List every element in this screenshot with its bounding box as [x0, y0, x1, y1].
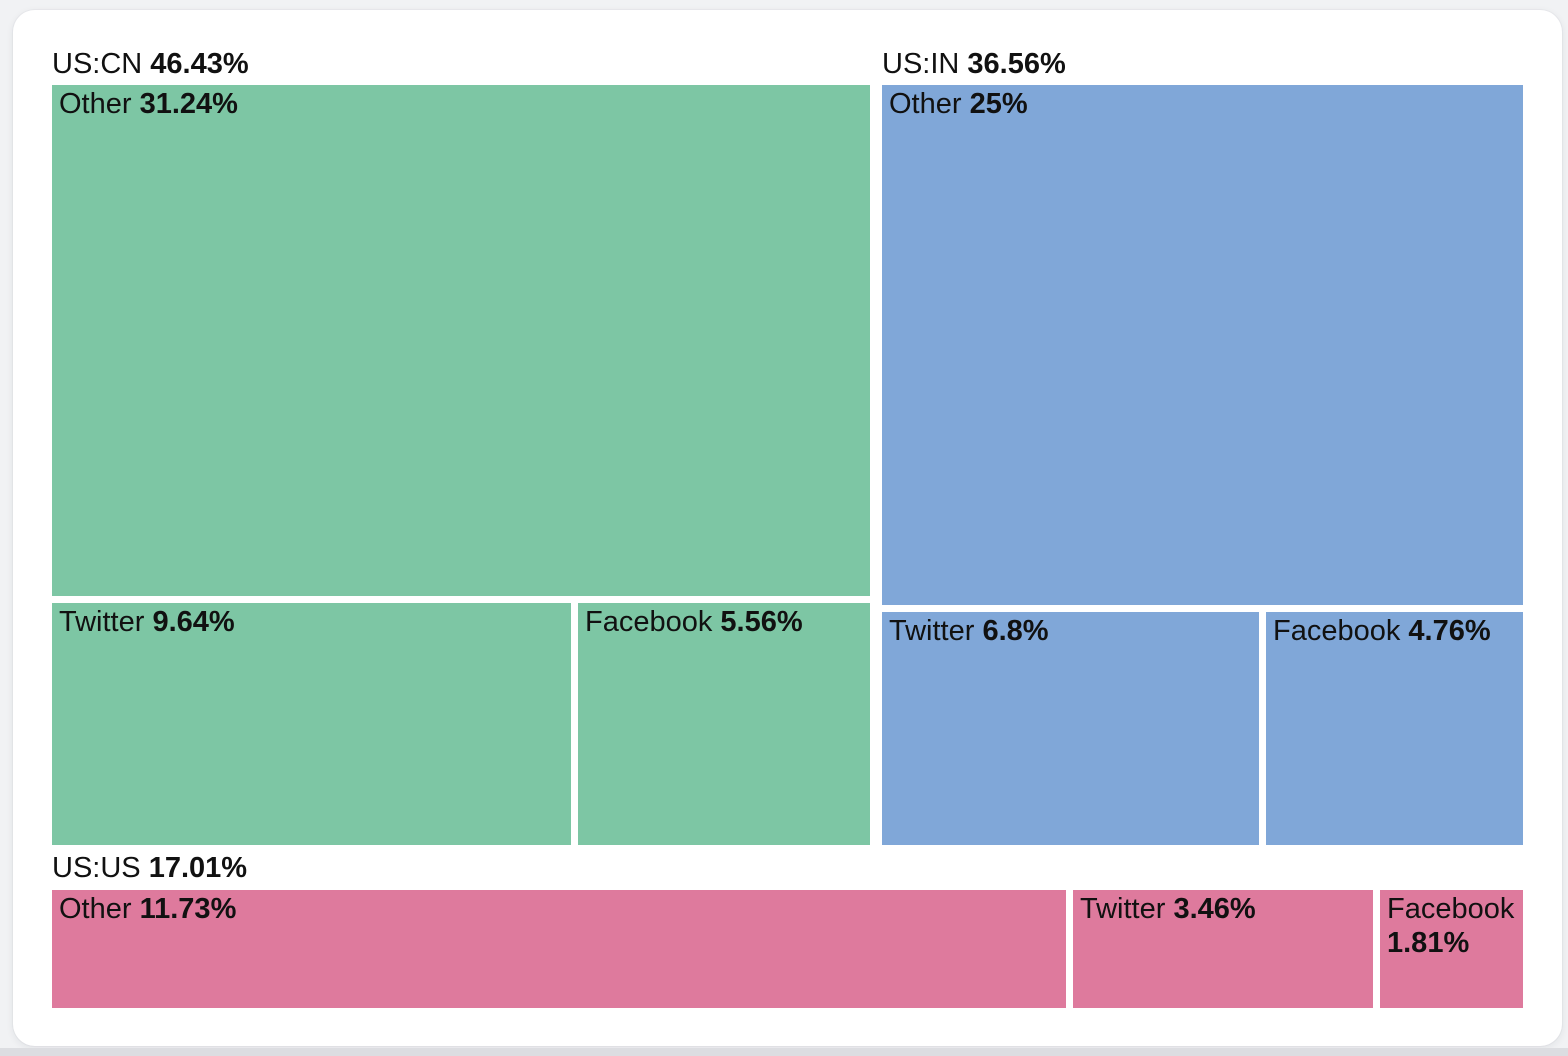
cell-value: 6.8%	[982, 615, 1049, 647]
cell-value: 11.73%	[139, 893, 237, 925]
cell-label: Facebook 5.56%	[578, 603, 870, 640]
cell-name: Facebook	[1273, 615, 1401, 647]
group-label: US:CN	[52, 48, 143, 80]
group-label: US:IN	[882, 48, 960, 80]
treemap-cell-us-us-facebook[interactable]: Facebook 1.81%	[1380, 890, 1523, 1008]
cell-value: 4.76%	[1408, 615, 1491, 647]
treemap-cell-us-in-other[interactable]: Other 25%	[882, 85, 1523, 605]
cell-name: Facebook	[1387, 893, 1515, 925]
group-value: 46.43%	[150, 48, 249, 80]
group-header-us-cn[interactable]: US:CN 46.43%	[52, 46, 249, 82]
treemap-cell-us-cn-other[interactable]: Other 31.24%	[52, 85, 870, 596]
cell-label: Twitter 3.46%	[1073, 890, 1373, 927]
group-value: 17.01%	[148, 852, 248, 884]
cell-name: Twitter	[1080, 893, 1166, 925]
cell-label: Other 11.73%	[52, 890, 1066, 927]
cell-label: Facebook 4.76%	[1266, 612, 1523, 649]
treemap-cell-us-cn-facebook[interactable]: Facebook 5.56%	[578, 603, 870, 845]
cell-name: Other	[59, 88, 132, 120]
cell-value: 25%	[969, 88, 1028, 120]
cell-name: Other	[889, 88, 962, 120]
group-value: 36.56%	[967, 48, 1066, 80]
cell-value: 1.81%	[1387, 926, 1470, 959]
cell-label: Other 25%	[882, 85, 1523, 122]
bottom-strip	[0, 1048, 1568, 1056]
cell-value: 9.64%	[152, 606, 235, 638]
treemap-cell-us-us-other[interactable]: Other 11.73%	[52, 890, 1066, 1008]
cell-label: Twitter 6.8%	[882, 612, 1259, 649]
cell-label: Twitter 9.64%	[52, 603, 571, 640]
cell-label: Facebook 1.81%	[1380, 890, 1523, 960]
cell-name: Twitter	[59, 606, 145, 638]
cell-value: 5.56%	[720, 606, 803, 638]
group-header-us-us[interactable]: US:US 17.01%	[52, 850, 247, 886]
cell-name: Other	[59, 893, 132, 925]
treemap-cell-us-in-facebook[interactable]: Facebook 4.76%	[1266, 612, 1523, 845]
treemap-cell-us-cn-twitter[interactable]: Twitter 9.64%	[52, 603, 571, 845]
cell-name: Twitter	[889, 615, 975, 647]
group-header-us-in[interactable]: US:IN 36.56%	[882, 46, 1066, 82]
cell-label: Other 31.24%	[52, 85, 870, 122]
treemap-cell-us-in-twitter[interactable]: Twitter 6.8%	[882, 612, 1259, 845]
cell-name: Facebook	[585, 606, 713, 638]
treemap-cell-us-us-twitter[interactable]: Twitter 3.46%	[1073, 890, 1373, 1008]
cell-value: 31.24%	[139, 88, 238, 120]
group-label: US:US	[52, 852, 141, 884]
cell-value: 3.46%	[1173, 893, 1256, 925]
